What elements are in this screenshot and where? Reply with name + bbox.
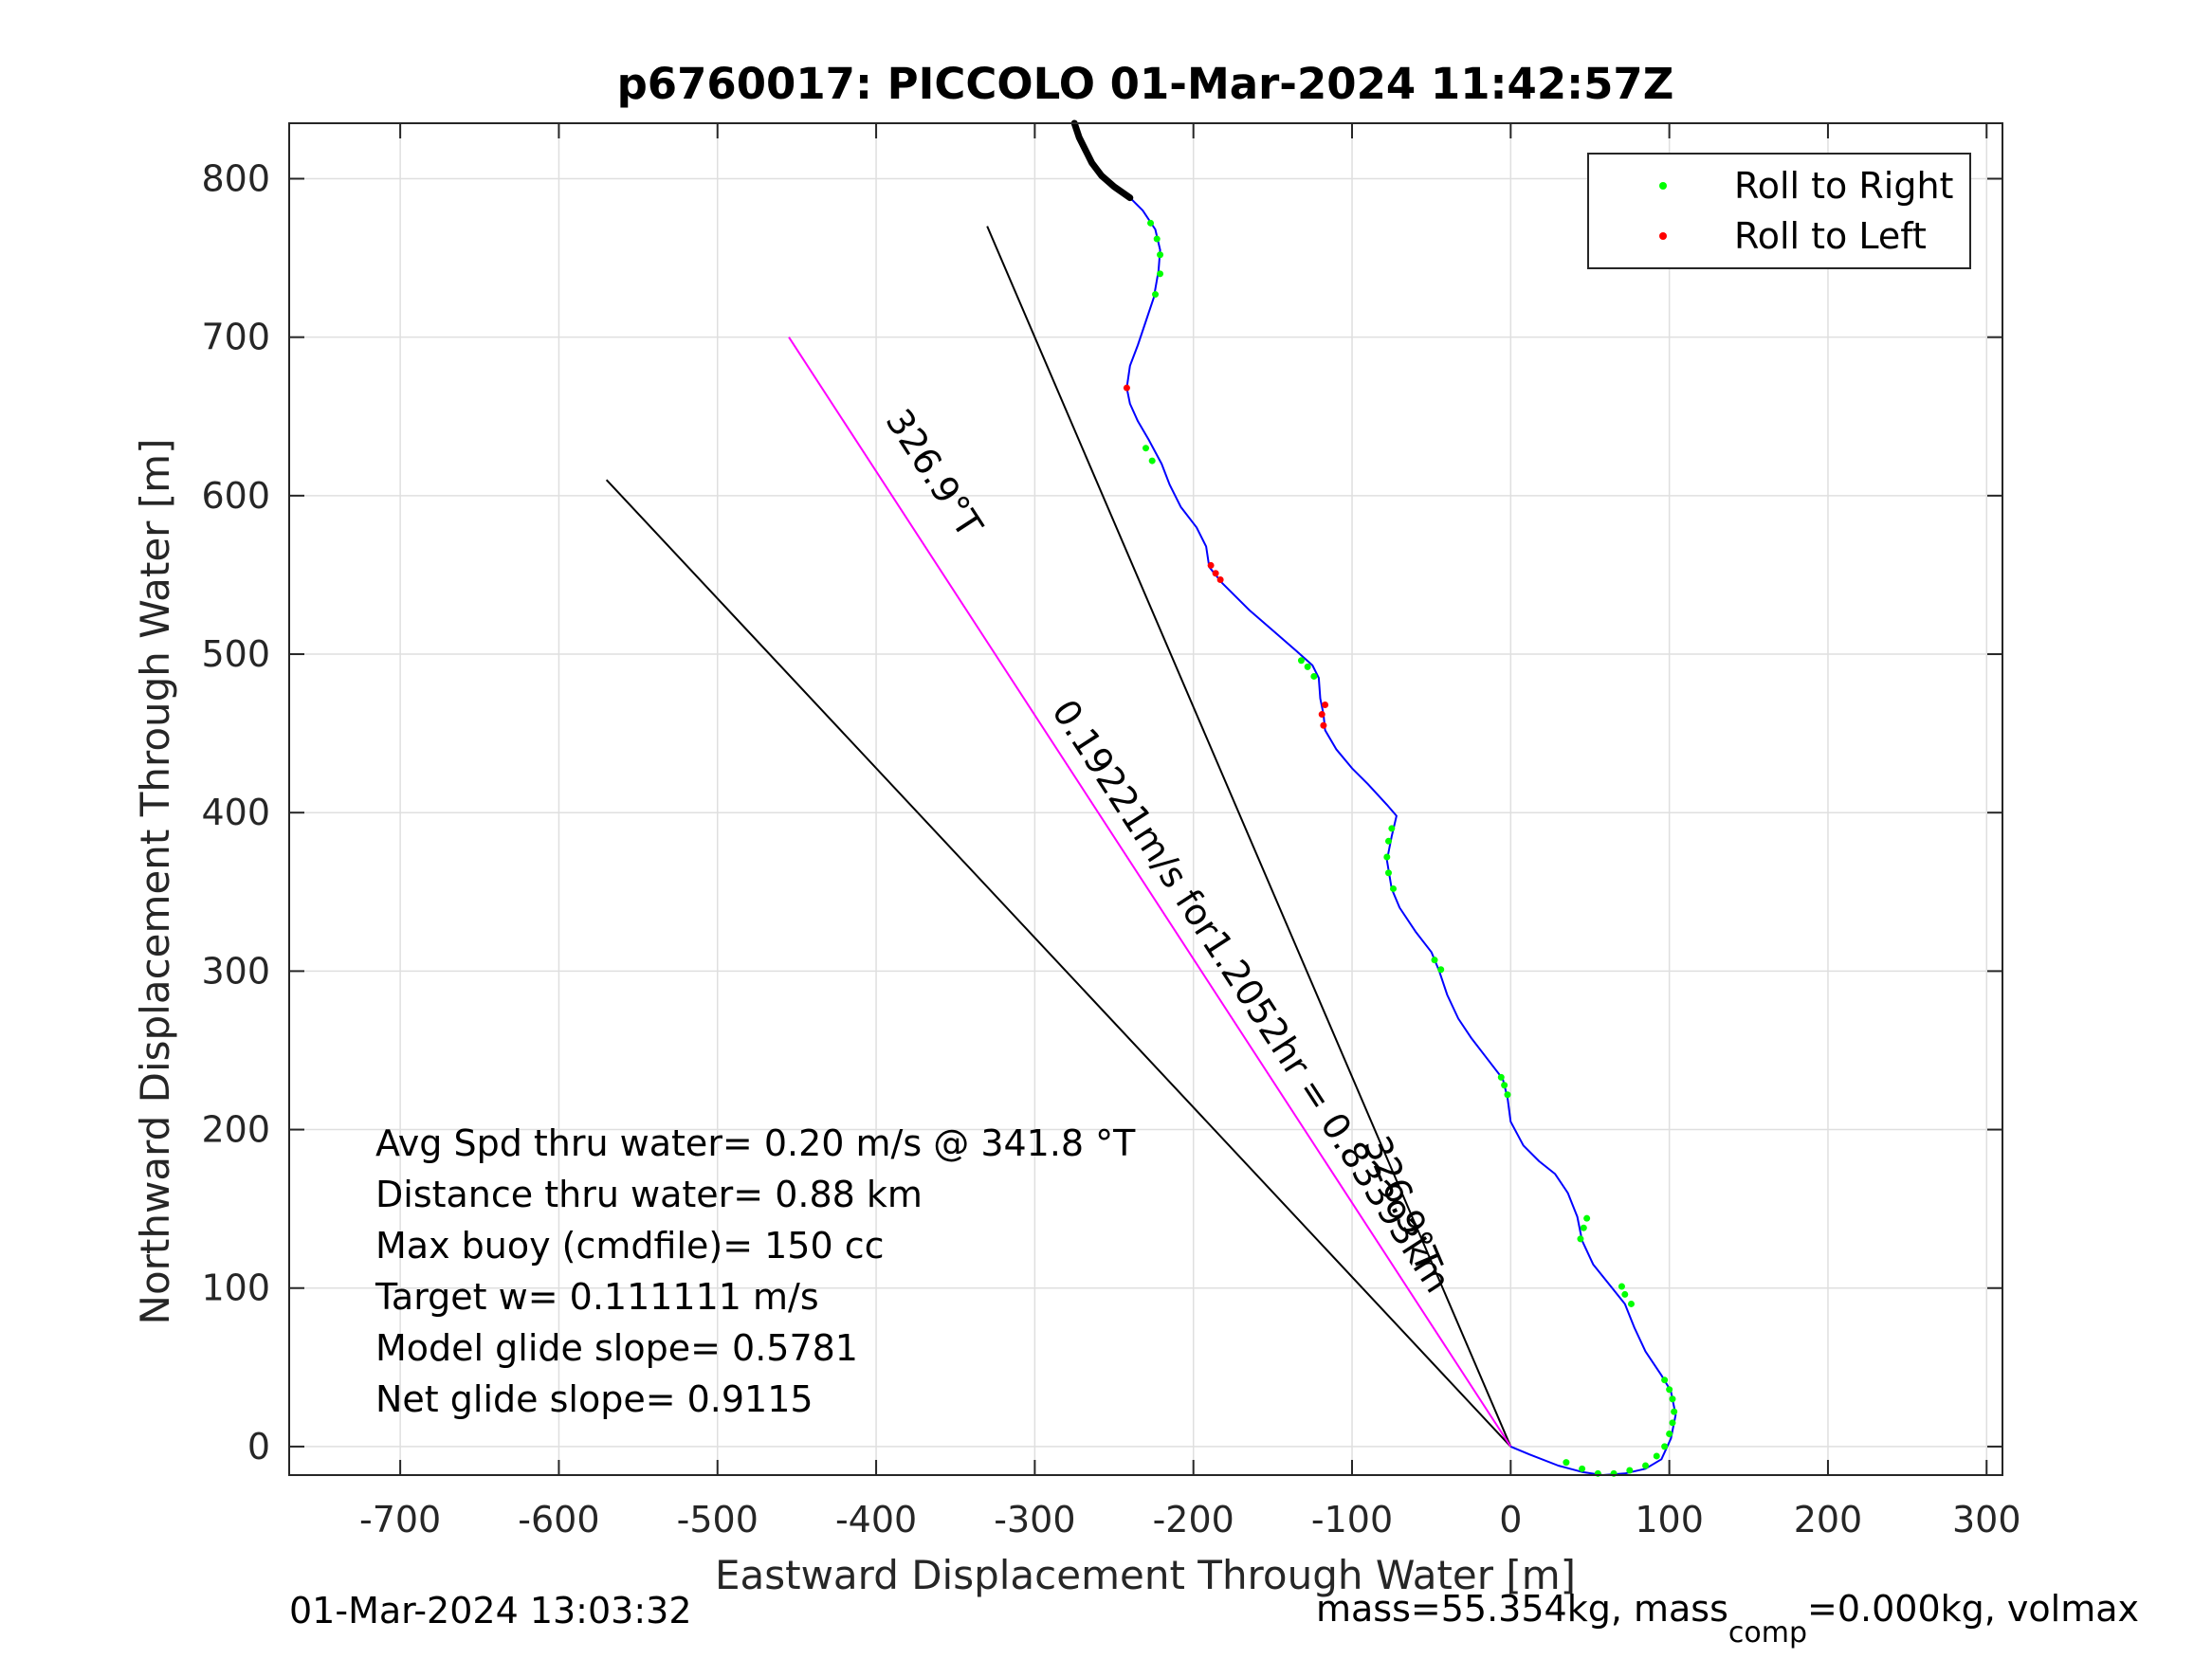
footer-mass-text: mass=55.354kg, mass bbox=[1316, 1588, 1728, 1630]
roll-right-point bbox=[1501, 1082, 1508, 1089]
x-tick-label: -100 bbox=[1311, 1499, 1393, 1540]
roll-left-point bbox=[1123, 384, 1130, 392]
tick-labels: -700 -600 -500 -400 -300 -200 -100 0 100 200 300 0 1… bbox=[201, 158, 2020, 1540]
y-tick-label: 700 bbox=[201, 317, 270, 358]
annotation-avg-speed: Avg Spd thru water= 0.20 m/s @ 341.8 °T bbox=[375, 1122, 1136, 1164]
roll-left-point bbox=[1318, 711, 1325, 719]
y-tick-label: 400 bbox=[201, 792, 270, 833]
legend-box bbox=[1587, 153, 1971, 269]
annotation-target-w: Target w= 0.111111 m/s bbox=[375, 1276, 819, 1318]
roll-right-point bbox=[1297, 657, 1305, 665]
roll-left-point bbox=[1212, 570, 1219, 577]
annotation-distance: Distance thru water= 0.88 km bbox=[375, 1174, 923, 1215]
roll-right-point bbox=[1653, 1452, 1660, 1460]
roll-left-point bbox=[1320, 721, 1327, 729]
roll-right-point bbox=[1153, 235, 1161, 243]
roll-right-point bbox=[1388, 825, 1396, 832]
roll-right-point bbox=[1661, 1443, 1669, 1450]
y-tick-label: 600 bbox=[201, 475, 270, 517]
footer-mass-tail: =0.000kg, volmax bbox=[1807, 1588, 2139, 1630]
legend-marker-roll-left bbox=[1659, 232, 1667, 240]
roll-right-point bbox=[1583, 1214, 1591, 1222]
roll-right-point bbox=[1669, 1419, 1676, 1427]
roll-right-point bbox=[1304, 663, 1311, 670]
stats-annotations: Avg Spd thru water= 0.20 m/s @ 341.8 °T … bbox=[375, 1122, 1136, 1420]
roll-right-point bbox=[1152, 291, 1160, 299]
roll-left-point bbox=[1322, 702, 1329, 709]
roll-right-point bbox=[1577, 1235, 1584, 1243]
x-tick-label: -500 bbox=[677, 1499, 759, 1540]
plot-frame bbox=[288, 122, 2003, 1476]
roll-right-point bbox=[1143, 445, 1149, 452]
x-tick-label: 100 bbox=[1635, 1499, 1704, 1540]
chart-title: p6760017: PICCOLO 01-Mar-2024 11:42:57Z bbox=[617, 59, 1674, 109]
legend-label-roll-left: Roll to Left bbox=[1734, 215, 1927, 257]
roll-right-point bbox=[1563, 1459, 1570, 1467]
axes bbox=[288, 122, 2003, 1476]
y-tick-label: 0 bbox=[247, 1426, 270, 1468]
roll-right-point bbox=[1384, 869, 1392, 877]
roll-right-point bbox=[1497, 1073, 1505, 1081]
x-tick-label: 300 bbox=[1952, 1499, 2021, 1540]
roll-right-point bbox=[1666, 1431, 1673, 1438]
roll-right-point bbox=[1383, 853, 1391, 861]
x-tick-label: -300 bbox=[994, 1499, 1075, 1540]
footer-timestamp: 01-Mar-2024 13:03:32 bbox=[289, 1590, 692, 1632]
roll-right-point bbox=[1621, 1290, 1629, 1298]
surface-drift-line bbox=[1070, 119, 1134, 202]
y-axis-label: Northward Displacement Through Water [m] bbox=[132, 439, 178, 1325]
roll-right-point bbox=[1390, 884, 1398, 892]
roll-right-point bbox=[1618, 1283, 1625, 1290]
roll-markers bbox=[1123, 219, 1678, 1477]
y-tick-label: 300 bbox=[201, 950, 270, 992]
x-tick-label: 0 bbox=[1499, 1499, 1522, 1540]
roll-right-point bbox=[1580, 1224, 1587, 1231]
roll-right-point bbox=[1671, 1408, 1678, 1415]
roll-right-point bbox=[1431, 957, 1438, 964]
roll-right-point bbox=[1626, 1467, 1634, 1474]
annotation-model-glide: Model glide slope= 0.5781 bbox=[375, 1327, 858, 1369]
reference-lines bbox=[605, 226, 1512, 1448]
y-tick-label: 800 bbox=[201, 158, 270, 200]
roll-right-point bbox=[1437, 966, 1445, 974]
roll-right-point bbox=[1147, 219, 1155, 227]
roll-right-point bbox=[1642, 1462, 1650, 1469]
annotation-max-buoy: Max buoy (cmdfile)= 150 cc bbox=[375, 1225, 885, 1267]
roll-right-point bbox=[1661, 1376, 1669, 1384]
x-tick-label: -600 bbox=[518, 1499, 599, 1540]
x-tick-label: -400 bbox=[835, 1499, 917, 1540]
x-tick-label: -700 bbox=[359, 1499, 441, 1540]
legend-marker-roll-right bbox=[1659, 182, 1667, 190]
roll-right-point bbox=[1384, 837, 1392, 845]
y-tick-label: 500 bbox=[201, 633, 270, 675]
legend: Roll to Right Roll to Left bbox=[1587, 153, 1971, 269]
footer-mass: mass=55.354kg, masscomp=0.000kg, volmax bbox=[1316, 1588, 2139, 1650]
roll-left-point bbox=[1207, 561, 1215, 569]
legend-label-roll-right: Roll to Right bbox=[1734, 165, 1953, 207]
roll-right-point bbox=[1627, 1300, 1635, 1307]
y-tick-label: 100 bbox=[201, 1267, 270, 1309]
annotation-net-glide: Net glide slope= 0.9115 bbox=[375, 1378, 814, 1420]
footer-mass-sub: comp bbox=[1728, 1616, 1807, 1650]
roll-left-point bbox=[1216, 575, 1224, 583]
heading-reference-line bbox=[986, 226, 1512, 1448]
roll-right-point bbox=[1504, 1091, 1511, 1099]
roll-right-point bbox=[1310, 672, 1318, 680]
x-tick-label: -200 bbox=[1153, 1499, 1234, 1540]
roll-right-point bbox=[1666, 1386, 1673, 1394]
x-tick-label: 200 bbox=[1794, 1499, 1863, 1540]
roll-right-point bbox=[1669, 1395, 1676, 1403]
x-axis-label: Eastward Displacement Through Water [m] bbox=[715, 1552, 1576, 1598]
heading-reference-line bbox=[605, 479, 1512, 1448]
roll-right-point bbox=[1157, 251, 1164, 259]
roll-right-point bbox=[1148, 457, 1156, 465]
y-tick-label: 200 bbox=[201, 1109, 270, 1151]
heading-reference-line bbox=[788, 337, 1512, 1448]
roll-right-point bbox=[1579, 1465, 1586, 1472]
roll-right-point bbox=[1157, 270, 1164, 278]
